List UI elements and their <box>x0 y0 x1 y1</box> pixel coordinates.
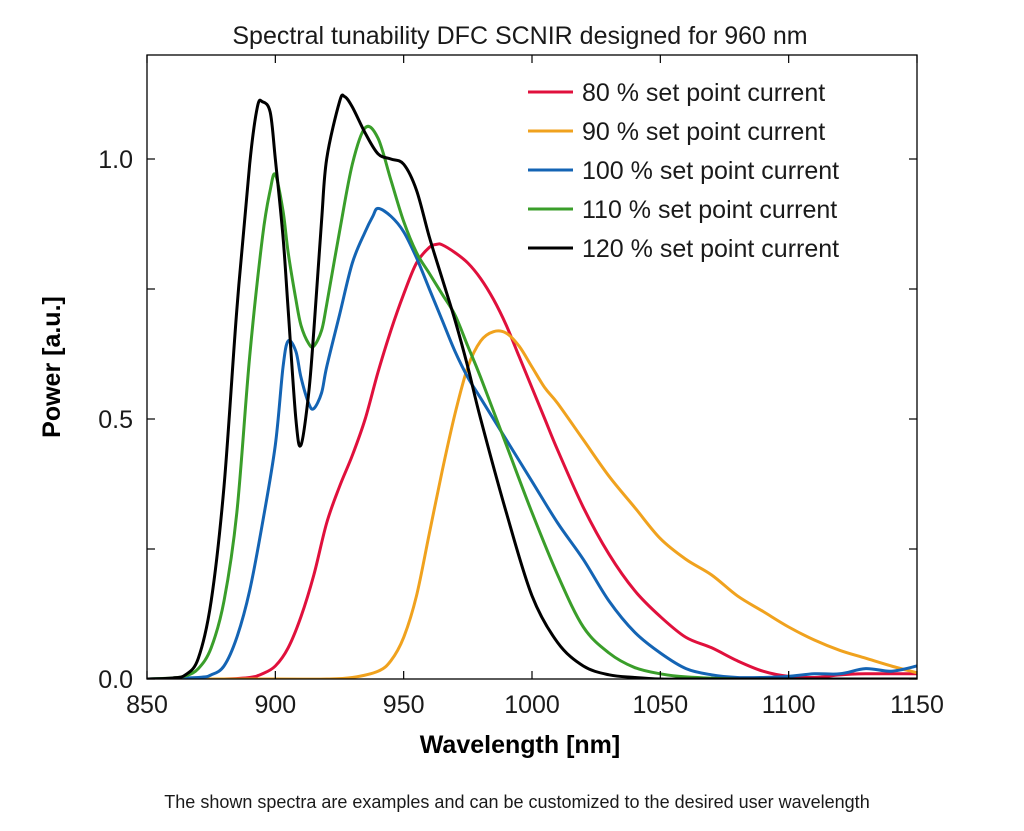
x-axis-label: Wavelength [nm] <box>420 731 620 759</box>
x-tick-label: 900 <box>254 691 296 719</box>
legend-label-1: 80 % set point current <box>582 79 825 107</box>
series-line-5 <box>147 93 917 679</box>
series-line-3 <box>147 206 917 679</box>
series-line-2 <box>147 329 917 679</box>
y-tick-label: 0.5 <box>98 406 133 434</box>
series-line-4 <box>147 124 917 679</box>
x-tick-label: 1100 <box>762 691 816 719</box>
y-tick-label: 0.0 <box>98 666 133 694</box>
series-layer <box>147 93 917 679</box>
tick-layer: 850 900 950 1000 1050 1100 1150 0.0 0.5 1.0 <box>98 55 944 719</box>
x-tick-label: 850 <box>126 691 168 719</box>
legend-label-2: 90 % set point current <box>582 118 825 146</box>
footnote: The shown spectra are examples and can b… <box>164 792 869 812</box>
legend-label-3: 100 % set point current <box>582 157 839 185</box>
x-tick-label: 1000 <box>504 691 560 719</box>
y-axis-label: Power [a.u.] <box>38 296 66 438</box>
series-line-1 <box>147 242 917 679</box>
x-tick-label: 1050 <box>633 691 689 719</box>
chart-title: Spectral tunability DFC SCNIR designed f… <box>232 22 807 50</box>
legend-label-4: 110 % set point current <box>582 196 837 224</box>
legend-label-5: 120 % set point current <box>582 235 839 263</box>
legend: 80 % set point current 90 % set point cur… <box>528 79 839 263</box>
x-tick-label: 1150 <box>890 691 944 719</box>
y-tick-label: 1.0 <box>98 146 133 174</box>
x-tick-label: 950 <box>383 691 425 719</box>
